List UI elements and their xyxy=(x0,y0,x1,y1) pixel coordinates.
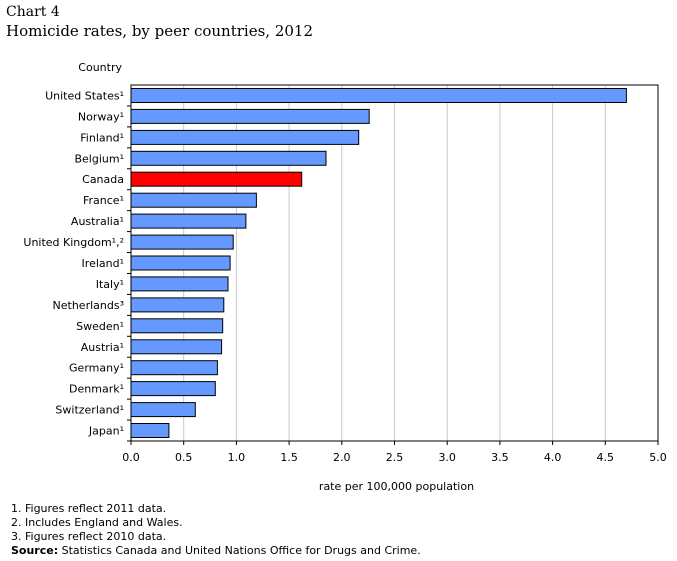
category-label: Canada xyxy=(82,173,124,186)
x-tick-label: 5.0 xyxy=(649,451,667,464)
bar xyxy=(130,171,303,187)
x-tick-label: 0.5 xyxy=(175,451,193,464)
bar xyxy=(130,339,223,355)
source-line: Source: Statistics Canada and United Nat… xyxy=(11,544,421,558)
bar xyxy=(130,108,370,124)
category-label: United Kingdom¹,² xyxy=(23,236,124,249)
footnote-1: 1. Figures reflect 2011 data. xyxy=(11,502,167,515)
category-label: Sweden¹ xyxy=(76,320,124,333)
footnotes: 1. Figures reflect 2011 data. 2. Include… xyxy=(11,502,421,558)
bar xyxy=(130,402,196,418)
chart-number: Chart 4 xyxy=(6,4,60,20)
bar xyxy=(130,423,170,438)
footnote-3: 3. Figures reflect 2010 data. xyxy=(11,530,167,543)
bar xyxy=(130,192,257,208)
x-tick-label: 4.5 xyxy=(597,451,615,464)
bar xyxy=(130,213,247,229)
category-label: Japan¹ xyxy=(88,425,124,438)
x-tick-label: 2.0 xyxy=(333,451,351,464)
bar xyxy=(130,318,224,334)
chart-title: Homicide rates, by peer countries, 2012 xyxy=(6,22,314,40)
bar xyxy=(130,234,234,250)
x-tick-label: 1.0 xyxy=(228,451,246,464)
bar xyxy=(130,360,218,376)
category-label: Italy¹ xyxy=(96,278,124,291)
x-tick-label: 3.5 xyxy=(491,451,509,464)
bar xyxy=(130,276,229,292)
category-label: United States¹ xyxy=(45,89,124,102)
x-tick-label: 4.0 xyxy=(544,451,562,464)
category-label: Germany¹ xyxy=(69,362,124,375)
category-label: Belgium¹ xyxy=(74,152,124,165)
category-label: Switzerland¹ xyxy=(55,404,124,417)
x-tick-label: 2.5 xyxy=(386,451,404,464)
bar xyxy=(130,381,216,397)
category-label: Austria¹ xyxy=(81,341,124,354)
bar-chart: United States¹ Norway¹ Finland¹ Belgium¹ Can… xyxy=(23,61,667,493)
x-tick-label: 0.0 xyxy=(122,451,140,464)
bar xyxy=(130,129,360,145)
x-tick-label: 3.0 xyxy=(438,451,456,464)
source-label: Source: xyxy=(11,544,59,557)
bar xyxy=(130,88,627,103)
category-label: Denmark¹ xyxy=(69,383,124,396)
category-label: France¹ xyxy=(83,194,124,207)
category-label: Australia¹ xyxy=(71,215,124,228)
source-text: Statistics Canada and United Nations Off… xyxy=(58,544,421,557)
category-label: Netherlands³ xyxy=(53,299,124,312)
x-tick-label: 1.5 xyxy=(280,451,298,464)
x-axis-title: rate per 100,000 population xyxy=(319,480,474,493)
category-label: Ireland¹ xyxy=(82,257,124,270)
footnote-2: 2. Includes England and Wales. xyxy=(11,516,183,529)
y-axis-title: Country xyxy=(78,61,122,74)
bar xyxy=(130,297,225,313)
bar xyxy=(130,255,231,271)
category-label: Finland¹ xyxy=(80,131,124,144)
bar xyxy=(130,150,327,166)
category-label: Norway¹ xyxy=(78,110,124,123)
